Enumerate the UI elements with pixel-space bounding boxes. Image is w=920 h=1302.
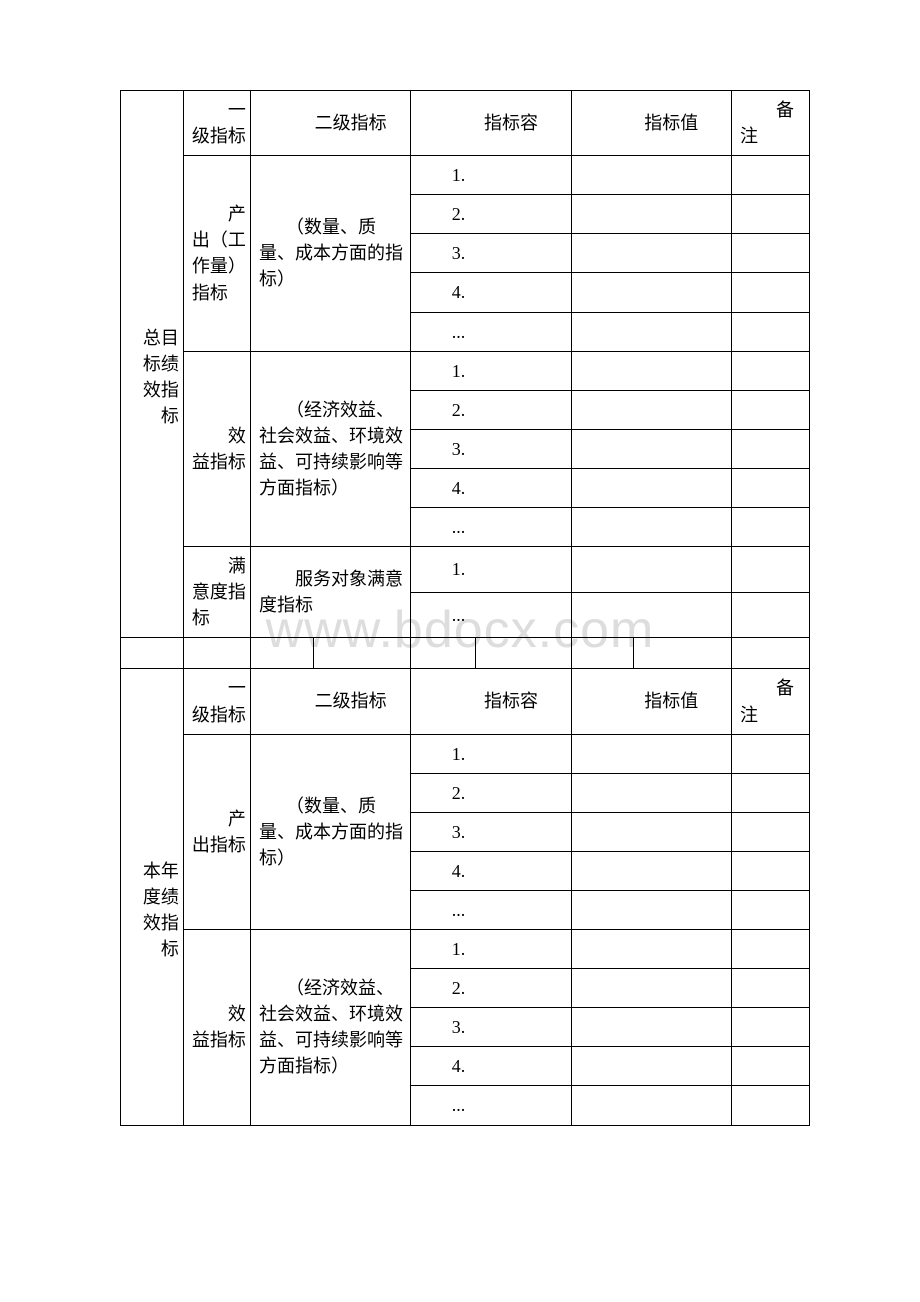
level1-label: 产出指标 [183,734,250,929]
note-cell [731,468,809,507]
value-cell [571,592,731,638]
note-cell [731,273,809,312]
value-cell [571,429,731,468]
value-cell [571,508,731,547]
value-cell [571,1086,731,1125]
content-cell: 1. [411,156,571,195]
note-cell [731,547,809,593]
content-cell: 1. [411,930,571,969]
content-cell: 1. [411,547,571,593]
table-row: 满意度指标 服务对象满意度指标 1. [121,547,810,593]
level2-label: 服务对象满意度指标 [250,547,410,638]
spacer-row [121,638,810,669]
content-cell: 4. [411,468,571,507]
content-cell: 4. [411,1047,571,1086]
table-row: 效益指标 （经济效益、社会效益、环境效益、可持续影响等方面指标） 1. [121,351,810,390]
note-cell [731,592,809,638]
table-row: 产出（工作量）指标 （数量、质量、成本方面的指标） 1. [121,156,810,195]
content-cell: 3. [411,429,571,468]
content-cell: 4. [411,851,571,890]
header-level2: 二级指标 [250,91,410,156]
note-cell [731,1008,809,1047]
value-cell [571,773,731,812]
header-content: 指标容 [411,91,571,156]
value-cell [571,1047,731,1086]
content-cell: 4. [411,273,571,312]
value-cell [571,195,731,234]
value-cell [571,1008,731,1047]
note-cell [731,508,809,547]
note-cell [731,734,809,773]
value-cell [571,234,731,273]
header-note: 备注 [731,669,809,734]
header-value: 指标值 [571,669,731,734]
table-row: 本年度绩效指标 一级指标 二级指标 指标容 指标值 备注 [121,669,810,734]
note-cell [731,234,809,273]
note-cell [731,773,809,812]
table-row: 总目标绩效指标 一级指标 二级指标 指标容 指标值 备注 [121,91,810,156]
note-cell [731,351,809,390]
note-cell [731,812,809,851]
header-note: 备注 [731,91,809,156]
note-cell [731,1086,809,1125]
value-cell [571,969,731,1008]
section-main-label: 总目标绩效指标 [121,91,184,638]
content-cell: 3. [411,234,571,273]
note-cell [731,969,809,1008]
content-cell: 2. [411,195,571,234]
header-content: 指标容 [411,669,571,734]
value-cell [571,851,731,890]
value-cell [571,468,731,507]
level1-label: 满意度指标 [183,547,250,638]
value-cell [571,734,731,773]
header-level1: 一级指标 [183,91,250,156]
value-cell [571,390,731,429]
value-cell [571,930,731,969]
note-cell [731,851,809,890]
level1-label: 效益指标 [183,930,250,1125]
content-cell: 3. [411,1008,571,1047]
value-cell [571,312,731,351]
note-cell [731,195,809,234]
content-cell: ... [411,592,571,638]
header-level1: 一级指标 [183,669,250,734]
content-cell: ... [411,312,571,351]
value-cell [571,547,731,593]
note-cell [731,930,809,969]
section-main-label: 本年度绩效指标 [121,669,184,1125]
note-cell [731,312,809,351]
header-value: 指标值 [571,91,731,156]
content-cell: 2. [411,390,571,429]
page-container: 总目标绩效指标 一级指标 二级指标 指标容 指标值 备注 产出（工作量）指标 （… [0,0,920,1216]
content-cell: ... [411,508,571,547]
content-cell: 1. [411,351,571,390]
header-level2: 二级指标 [250,669,410,734]
content-cell: 3. [411,812,571,851]
note-cell [731,1047,809,1086]
value-cell [571,812,731,851]
note-cell [731,890,809,929]
value-cell [571,156,731,195]
table-row: 产出指标 （数量、质量、成本方面的指标） 1. [121,734,810,773]
value-cell [571,890,731,929]
note-cell [731,156,809,195]
level2-label: （经济效益、社会效益、环境效益、可持续影响等方面指标） [250,351,410,546]
level1-label: 效益指标 [183,351,250,546]
content-cell: 2. [411,969,571,1008]
level2-label: （数量、质量、成本方面的指标） [250,156,410,351]
performance-table: 总目标绩效指标 一级指标 二级指标 指标容 指标值 备注 产出（工作量）指标 （… [120,90,810,1126]
content-cell: ... [411,1086,571,1125]
level2-label: （数量、质量、成本方面的指标） [250,734,410,929]
value-cell [571,351,731,390]
note-cell [731,429,809,468]
content-cell: 1. [411,734,571,773]
value-cell [571,273,731,312]
level2-label: （经济效益、社会效益、环境效益、可持续影响等方面指标） [250,930,410,1125]
table-row: 效益指标 （经济效益、社会效益、环境效益、可持续影响等方面指标） 1. [121,930,810,969]
content-cell: 2. [411,773,571,812]
content-cell: ... [411,890,571,929]
note-cell [731,390,809,429]
